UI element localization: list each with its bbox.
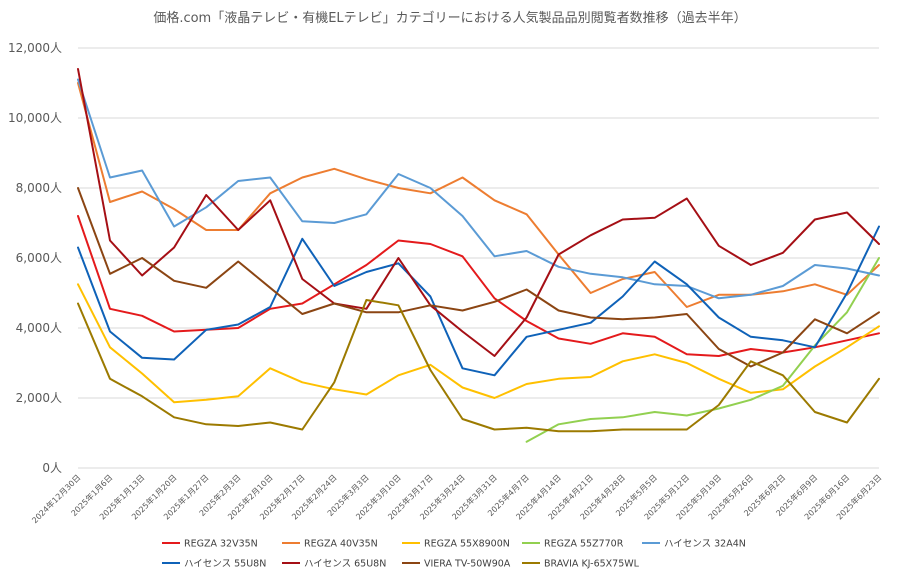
legend-label: VIERA TV-50W90A [424, 559, 511, 570]
y-tick-label: 4,000人 [16, 321, 62, 335]
y-tick-label: 10,000人 [8, 111, 62, 125]
legend-label: REGZA 55X8900N [424, 539, 510, 550]
y-tick-label: 8,000人 [16, 181, 62, 195]
chart-title: 価格.com「液晶テレビ・有機ELテレビ」カテゴリーにおける人気製品品別閲覧者数… [153, 10, 746, 26]
series-line [77, 68, 880, 357]
y-tick-label: 2,000人 [16, 391, 62, 405]
series-line [77, 78, 880, 300]
legend-label: ハイセンス 32A4N [664, 539, 746, 550]
series-line [77, 187, 880, 368]
series-line [77, 82, 880, 308]
grid-lines [78, 47, 879, 469]
y-tick-label: 12,000人 [8, 41, 62, 55]
legend-label: ハイセンス 65U8N [304, 559, 386, 570]
y-axis-ticks: 0人 2,000人 4,000人 6,000人 8,000人 10,000人 12,000人 [8, 41, 62, 475]
legend-label: REGZA 32V35N [184, 539, 258, 550]
legend-label: ハイセンス 55U8N [184, 559, 266, 570]
series-line [77, 225, 880, 377]
legend: REGZA 32V35N REGZA 40V35N REGZA 55X8900N RE… [162, 539, 746, 570]
legend-label: BRAVIA KJ-65X75WL [544, 559, 640, 570]
y-tick-label: 6,000人 [16, 251, 62, 265]
legend-label: REGZA 55Z770R [544, 539, 624, 550]
series-line [525, 257, 880, 443]
legend-label: REGZA 40V35N [304, 539, 378, 550]
series-line [77, 283, 880, 404]
series-lines [77, 68, 880, 443]
x-axis-ticks: 2024年12月30日2025年1月6日2025年1月13日2025年1月20日… [30, 472, 884, 525]
series-line [77, 299, 880, 433]
y-tick-label: 0人 [42, 461, 62, 475]
